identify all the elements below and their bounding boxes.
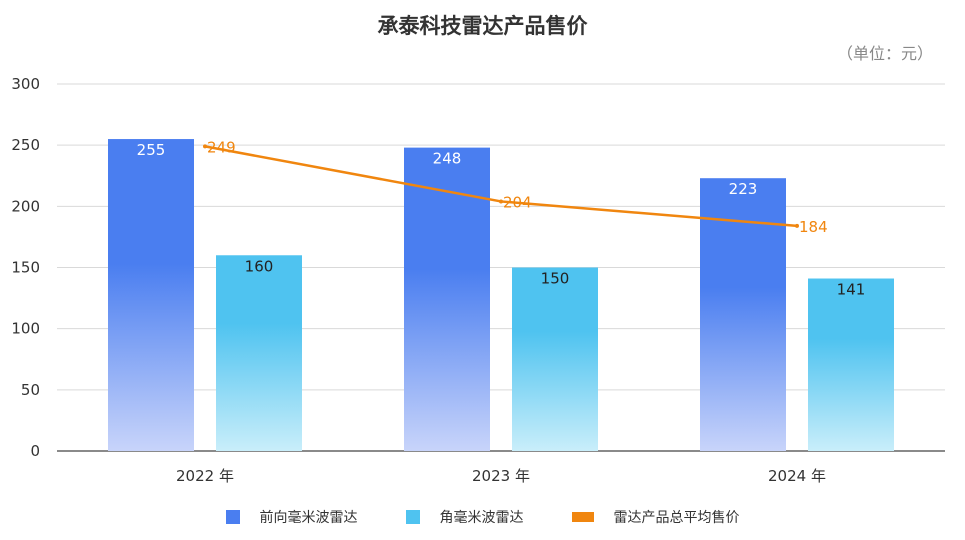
y-tick-label: 200 [11,197,40,215]
y-tick-label: 50 [21,381,40,399]
bar-front-radar-value-label: 255 [137,141,166,159]
bar-corner-radar [512,267,598,451]
line-value-label: 184 [799,218,828,236]
legend: 前向毫米波雷达 角毫米波雷达 雷达产品总平均售价 [0,507,965,527]
bar-front-radar-value-label: 223 [729,180,758,198]
legend-item-front-radar[interactable]: 前向毫米波雷达 [225,507,358,527]
bar-corner-radar-value-label: 160 [245,257,274,275]
line-point-average-price [203,144,207,149]
line-layer [203,144,799,228]
bar-front-radar [404,147,490,451]
line-point-average-price [795,223,799,228]
line-value-label: 249 [207,138,236,156]
legend-label-corner-radar: 角毫米波雷达 [439,510,524,526]
chart-title: 承泰科技雷达产品售价 [377,14,588,38]
y-tick-label: 0 [30,442,40,460]
bar-line-chart: 0 50 100 150 200 250 300 2022 年 2023 年 2024 年 255 2… [11,75,945,485]
bar-layer [108,139,894,452]
unit-label: （单位：元） [836,44,933,63]
x-tick-label: 2022 年 [176,467,234,485]
bar-front-radar [108,139,194,452]
y-tick-label: 300 [11,75,40,93]
y-tick-label: 100 [11,320,40,338]
legend-label-front-radar: 前向毫米波雷达 [259,510,358,526]
line-value-label: 204 [503,193,532,211]
bar-corner-radar-value-label: 141 [837,281,866,299]
y-tick-label: 250 [11,136,40,154]
legend-label-average-price: 雷达产品总平均售价 [613,510,740,526]
bar-corner-radar [808,278,894,451]
bar-corner-radar-value-label: 150 [541,270,570,288]
legend-swatch-average-price [571,512,594,522]
line-point-average-price [499,199,503,204]
legend-item-average-price[interactable]: 雷达产品总平均售价 [571,507,740,527]
bar-corner-radar [216,255,302,451]
label-layer: 0 50 100 150 200 250 300 2022 年 2023 年 2024 年 255 2… [11,75,865,485]
y-tick-label: 150 [11,259,40,277]
legend-swatch-front-radar [225,510,240,524]
bar-front-radar-value-label: 248 [433,150,462,168]
x-tick-label: 2024 年 [768,467,826,485]
legend-item-corner-radar[interactable]: 角毫米波雷达 [405,507,524,527]
x-tick-label: 2023 年 [472,467,530,485]
legend-swatch-corner-radar [405,510,420,524]
